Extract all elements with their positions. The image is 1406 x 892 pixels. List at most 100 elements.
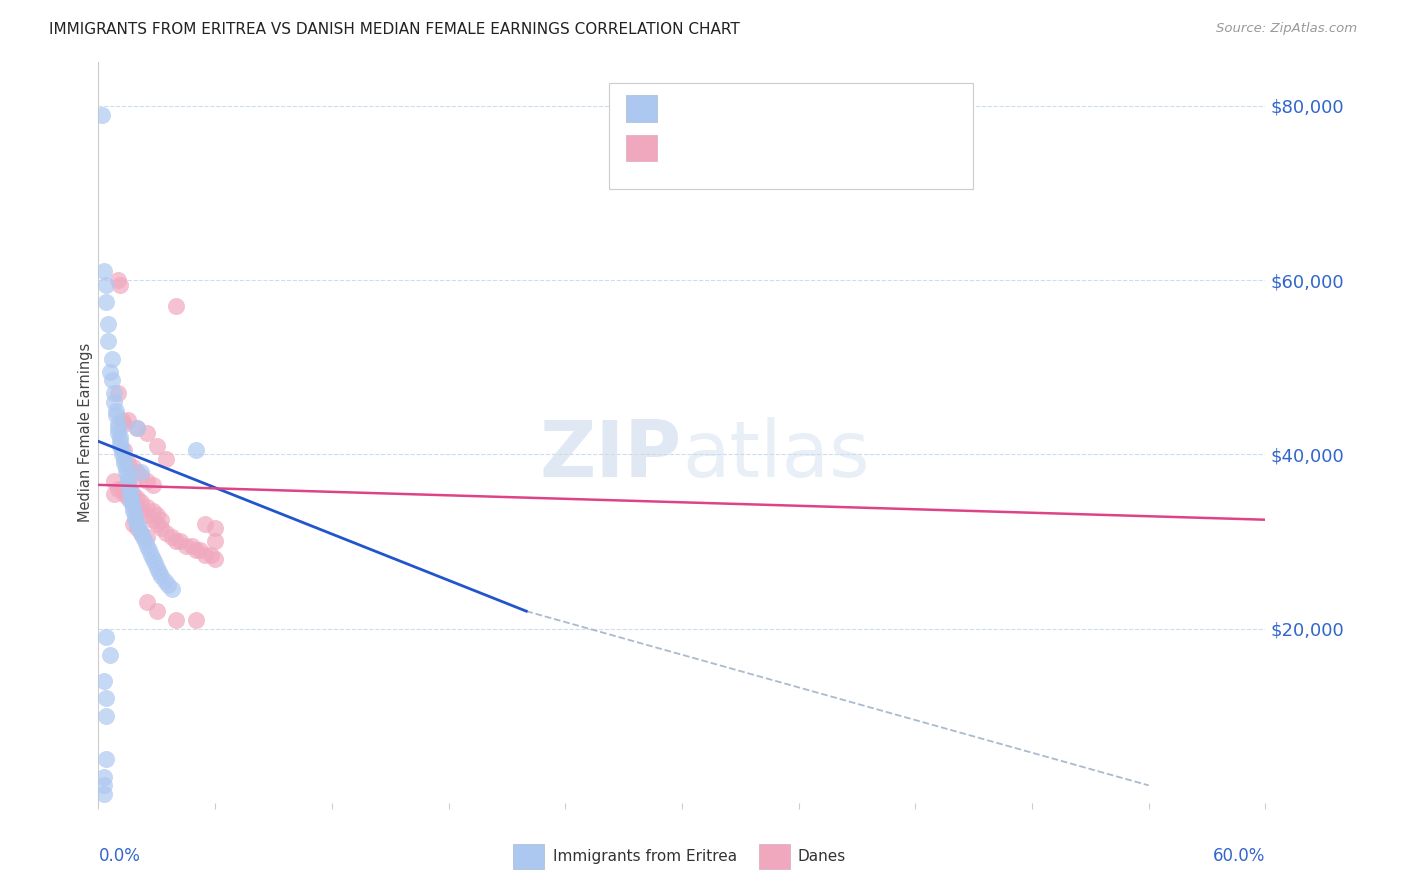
Point [148, 565, 170, 579]
Point [117, 478, 139, 492]
Point [104, 408, 127, 422]
Point [93, 770, 115, 784]
Point [118, 486, 141, 500]
Point [127, 465, 149, 479]
Point [112, 456, 135, 470]
Point [136, 425, 159, 440]
Text: ZIP: ZIP [540, 417, 682, 493]
Point [132, 530, 155, 544]
Point [146, 604, 169, 618]
Text: 63: 63 [820, 140, 842, 158]
Point [96, 277, 118, 292]
Text: 0.0%: 0.0% [98, 847, 141, 865]
Point [114, 460, 136, 475]
Point [107, 386, 129, 401]
Text: -0.274: -0.274 [707, 101, 766, 119]
Point [194, 548, 217, 562]
Point [104, 404, 127, 418]
Point [136, 500, 159, 514]
Point [129, 504, 152, 518]
Point [142, 478, 165, 492]
Point [162, 582, 184, 597]
Point [134, 534, 156, 549]
Point [112, 451, 135, 466]
Text: 66: 66 [820, 101, 842, 119]
Point [146, 508, 169, 523]
Point [122, 495, 145, 509]
Point [122, 517, 145, 532]
Point [127, 491, 149, 505]
Point [174, 539, 197, 553]
Point [188, 543, 211, 558]
Text: 60.0%: 60.0% [1213, 847, 1265, 865]
Point [108, 277, 131, 292]
Point [112, 417, 135, 431]
Point [124, 508, 146, 523]
Point [103, 486, 125, 500]
Point [165, 299, 187, 313]
Point [165, 534, 187, 549]
Point [127, 521, 149, 535]
Point [121, 491, 143, 505]
Point [101, 373, 124, 387]
Point [136, 508, 159, 523]
Point [103, 386, 125, 401]
Text: R =: R = [668, 140, 704, 158]
Point [138, 543, 160, 558]
Text: -0.079: -0.079 [707, 140, 766, 158]
Text: N =: N = [783, 140, 820, 158]
Point [153, 574, 176, 588]
Point [157, 578, 180, 592]
Point [107, 421, 129, 435]
Point [96, 752, 118, 766]
Point [128, 521, 150, 535]
Point [93, 264, 115, 278]
Point [108, 434, 131, 449]
Point [149, 521, 172, 535]
Point [114, 465, 136, 479]
Point [142, 504, 165, 518]
Point [112, 443, 135, 458]
Point [111, 412, 134, 426]
Point [107, 482, 129, 496]
Text: R =: R = [668, 101, 704, 119]
Point [184, 543, 207, 558]
Point [184, 443, 207, 458]
Point [200, 548, 222, 562]
Point [117, 412, 139, 426]
Point [122, 486, 145, 500]
Text: atlas: atlas [682, 417, 869, 493]
Point [122, 500, 145, 514]
Point [96, 295, 118, 310]
Point [96, 708, 118, 723]
Point [103, 395, 125, 409]
Point [142, 552, 165, 566]
Point [127, 421, 149, 435]
Point [124, 513, 146, 527]
Point [204, 521, 226, 535]
Point [129, 525, 152, 540]
Point [184, 613, 207, 627]
Point [107, 417, 129, 431]
Text: IMMIGRANTS FROM ERITREA VS DANISH MEDIAN FEMALE EARNINGS CORRELATION CHART: IMMIGRANTS FROM ERITREA VS DANISH MEDIAN… [49, 22, 740, 37]
Point [136, 530, 159, 544]
Point [107, 425, 129, 440]
Point [129, 525, 152, 540]
Point [108, 439, 131, 453]
Point [165, 613, 187, 627]
Point [169, 534, 191, 549]
Point [127, 500, 149, 514]
Point [96, 691, 118, 706]
Point [96, 630, 118, 644]
Point [117, 478, 139, 492]
Point [118, 482, 141, 496]
Point [117, 469, 139, 483]
Point [111, 447, 134, 461]
Point [121, 495, 143, 509]
Point [101, 351, 124, 366]
Y-axis label: Median Female Earnings: Median Female Earnings [77, 343, 93, 522]
Point [136, 474, 159, 488]
Point [180, 539, 202, 553]
Point [204, 534, 226, 549]
Point [91, 108, 114, 122]
